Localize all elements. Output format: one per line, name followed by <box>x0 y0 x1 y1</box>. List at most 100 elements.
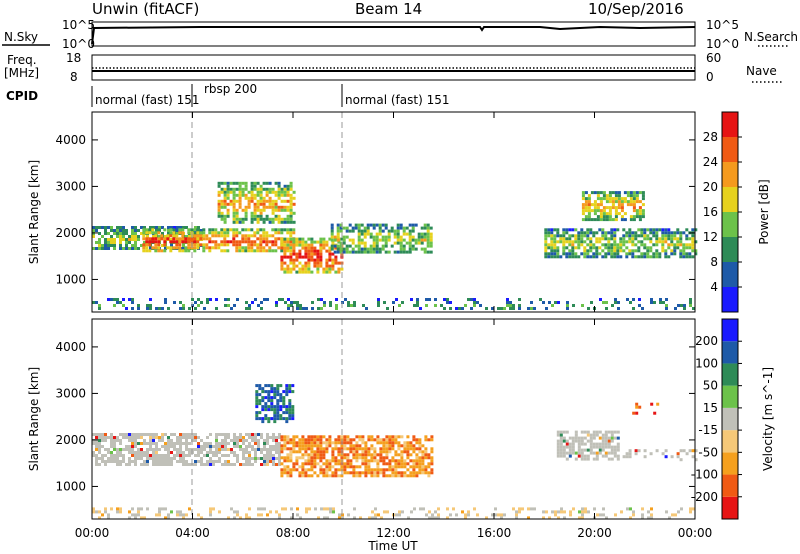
echo-cell <box>605 516 608 520</box>
echo-cell <box>316 438 320 442</box>
echo-cell <box>602 197 606 201</box>
echo-cell <box>92 229 95 232</box>
echo-cell <box>154 243 158 247</box>
echo-cell <box>556 454 560 458</box>
echo-cell <box>200 463 203 466</box>
echo-cell <box>182 307 185 310</box>
echo-cell <box>289 246 293 250</box>
echo-cell <box>418 459 422 463</box>
echo-cell <box>262 199 266 203</box>
echo-cell <box>161 436 164 439</box>
echo-cell <box>376 441 380 445</box>
echo-cell <box>116 510 119 514</box>
echo-cell <box>427 453 431 457</box>
echo-cell <box>289 438 293 442</box>
echo-cell <box>292 267 296 271</box>
echo-cell <box>562 252 566 256</box>
echo-cell <box>605 215 609 219</box>
echo-cell <box>616 228 620 232</box>
echo-cell <box>163 243 167 247</box>
echo-cell <box>417 235 421 239</box>
echo-cell <box>247 228 251 232</box>
echo-cell <box>602 212 606 216</box>
echo-cell <box>194 460 197 463</box>
echo-cell <box>184 240 188 244</box>
echo-cell <box>233 304 236 307</box>
echo-cell <box>378 247 382 251</box>
echo-cell <box>406 444 410 448</box>
echo-cell <box>255 396 259 400</box>
echo-cell <box>426 229 430 233</box>
echo-cell <box>682 449 686 453</box>
echo-cell <box>110 235 113 238</box>
echo-cell <box>256 217 260 221</box>
echo-cell <box>614 200 618 204</box>
echo-cell <box>329 304 332 307</box>
nsky-frame <box>91 21 696 47</box>
echo-cell <box>403 444 407 448</box>
echo-cell <box>298 450 302 454</box>
echo-cell <box>408 235 412 239</box>
echo-cell <box>251 433 254 436</box>
echo-cell <box>360 250 364 254</box>
echo-cell <box>161 507 164 511</box>
echo-cell <box>289 240 293 244</box>
echo-cell <box>415 471 419 475</box>
echo-cell <box>584 510 587 514</box>
echo-cell <box>158 439 161 442</box>
echo-cell <box>449 307 452 310</box>
echo-cell <box>613 234 617 238</box>
echo-cell <box>641 209 645 213</box>
echo-cell <box>608 191 612 195</box>
echo-cell <box>152 454 155 457</box>
echo-cell <box>149 307 152 310</box>
echo-cell <box>396 238 400 242</box>
echo-cell <box>179 460 182 463</box>
echo-cell <box>241 234 245 238</box>
echo-cell <box>194 307 197 310</box>
echo-cell <box>176 513 179 517</box>
echo-cell <box>301 240 305 244</box>
echo-cell <box>289 199 293 203</box>
echo-cell <box>271 249 275 253</box>
echo-cell <box>316 261 320 265</box>
echo-cell <box>637 449 641 453</box>
echo-cell <box>276 405 280 409</box>
echo-cell <box>113 229 116 232</box>
echo-cell <box>182 516 185 520</box>
echo-cell <box>134 516 137 520</box>
echo-cell <box>275 451 278 454</box>
echo-cell <box>280 267 284 271</box>
echo-cell <box>410 510 413 514</box>
echo-cell <box>304 243 308 247</box>
echo-cell <box>641 307 644 310</box>
echo-cell <box>366 232 370 236</box>
echo-cell <box>265 181 269 185</box>
x-axis-label: Time UT <box>367 539 418 553</box>
echo-cell <box>601 243 605 247</box>
echo-cell <box>229 190 233 194</box>
echo-cell <box>568 454 572 458</box>
echo-cell <box>107 451 110 454</box>
echo-cell <box>248 460 251 463</box>
echo-cell <box>421 465 425 469</box>
echo-cell <box>667 237 671 241</box>
echo-cell <box>595 246 599 250</box>
echo-cell <box>568 228 572 232</box>
echo-cell <box>599 203 603 207</box>
echo-cell <box>276 408 280 412</box>
echo-cell <box>257 457 260 460</box>
echo-cell <box>358 471 362 475</box>
echo-cell <box>217 208 221 212</box>
echo-cell <box>691 234 695 238</box>
echo-cell <box>548 516 551 520</box>
echo-cell <box>223 249 227 253</box>
echo-cell <box>334 471 338 475</box>
echo-cell <box>146 460 149 463</box>
echo-cell <box>580 231 584 235</box>
echo-cell <box>388 450 392 454</box>
echo-cell <box>553 252 557 256</box>
echo-cell <box>619 255 623 259</box>
echo-cell <box>134 229 137 232</box>
echo-cell <box>646 246 650 250</box>
